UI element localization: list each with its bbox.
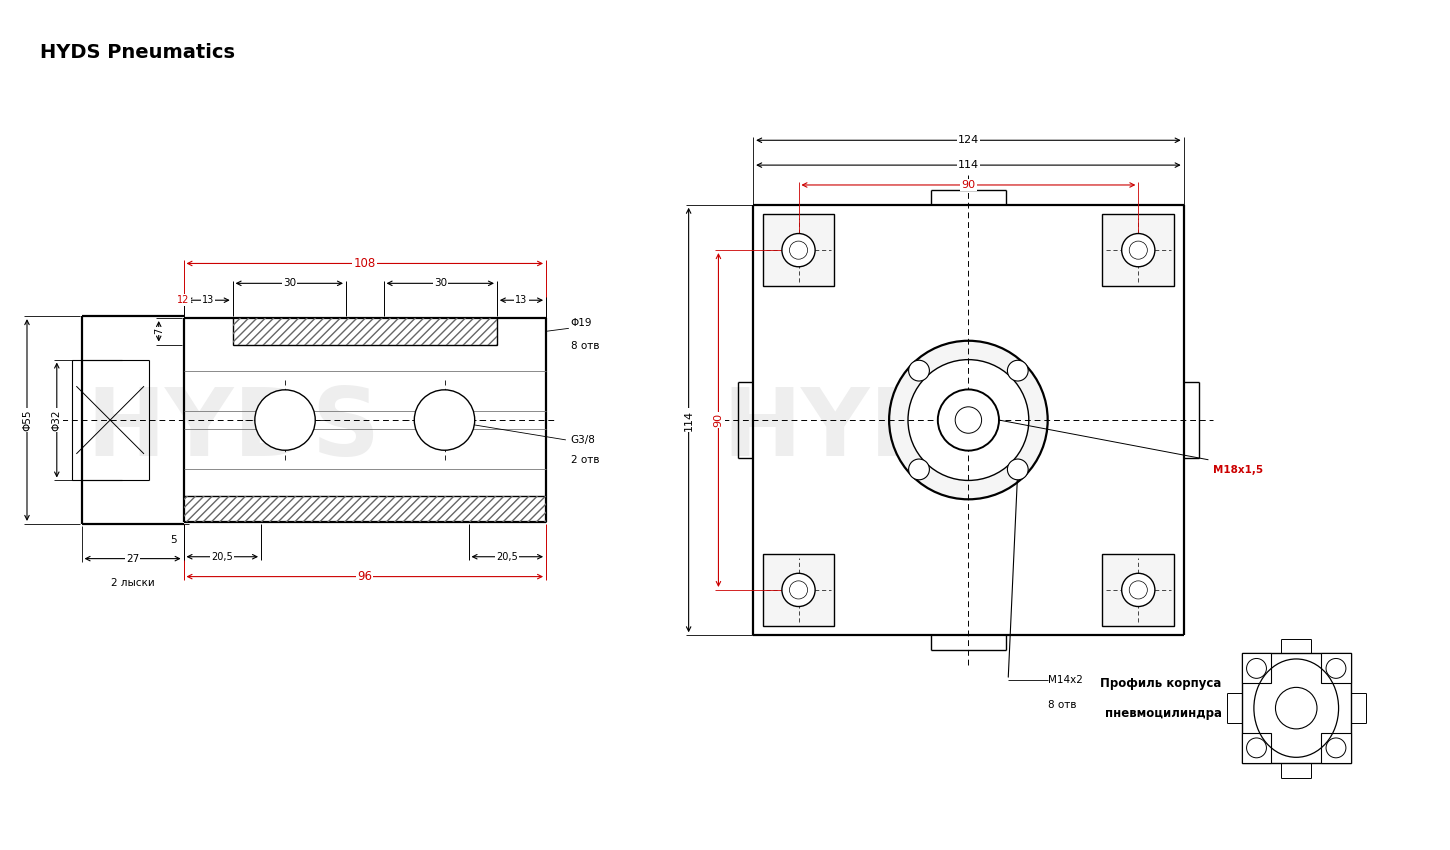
Bar	[184, 496, 547, 522]
Circle shape	[255, 390, 315, 451]
Bar	[1102, 214, 1174, 286]
Bar	[1241, 654, 1351, 762]
Bar	[184, 496, 547, 522]
Circle shape	[782, 234, 815, 267]
Text: Профиль корпуса: Профиль корпуса	[1101, 677, 1222, 690]
Text: 12: 12	[177, 295, 190, 305]
Text: 90: 90	[713, 413, 724, 427]
Circle shape	[908, 360, 1030, 480]
Text: 20,5: 20,5	[496, 552, 518, 562]
Text: 8 отв: 8 отв	[1048, 700, 1076, 710]
Bar	[1241, 654, 1272, 683]
Text: 114: 114	[683, 410, 693, 431]
Bar	[763, 554, 834, 626]
Circle shape	[889, 341, 1048, 499]
Text: 124: 124	[958, 135, 979, 145]
Text: G3/8: G3/8	[571, 435, 596, 445]
Bar	[1321, 654, 1351, 683]
Bar	[232, 318, 497, 344]
Text: 30: 30	[434, 278, 447, 288]
Text: 2 отв: 2 отв	[571, 455, 599, 465]
Text: M18x1,5: M18x1,5	[1214, 465, 1263, 474]
Text: 7: 7	[154, 328, 164, 334]
Text: 13: 13	[202, 295, 215, 305]
Circle shape	[1122, 573, 1154, 607]
Bar	[1321, 733, 1351, 762]
Bar	[1102, 554, 1174, 626]
Text: 96: 96	[357, 570, 373, 583]
Text: 5: 5	[170, 535, 177, 545]
Text: 2 лыски: 2 лыски	[110, 579, 155, 588]
Text: HYDS: HYDS	[722, 384, 1016, 476]
Text: 108: 108	[354, 257, 376, 270]
Bar	[763, 214, 834, 286]
Text: HYDS Pneumatics: HYDS Pneumatics	[39, 42, 235, 61]
Text: HYDS: HYDS	[86, 384, 380, 476]
Text: Φ19: Φ19	[571, 319, 592, 328]
Circle shape	[909, 459, 929, 479]
Text: Φ55: Φ55	[22, 410, 32, 431]
Text: 13: 13	[515, 295, 528, 305]
Bar	[1241, 733, 1272, 762]
Circle shape	[782, 573, 815, 607]
Bar	[232, 318, 497, 344]
Text: 8 отв: 8 отв	[571, 341, 599, 351]
Text: пневмоцилиндра: пневмоцилиндра	[1105, 706, 1222, 720]
Text: M14x2: M14x2	[1048, 675, 1083, 685]
Circle shape	[415, 390, 474, 451]
Text: 30: 30	[283, 278, 296, 288]
Text: 27: 27	[126, 553, 139, 564]
Circle shape	[1122, 234, 1154, 267]
Circle shape	[1008, 360, 1028, 381]
Circle shape	[1008, 459, 1028, 479]
Text: 90: 90	[961, 180, 976, 190]
Circle shape	[909, 360, 929, 381]
Text: 20,5: 20,5	[212, 552, 233, 562]
Text: 114: 114	[958, 160, 979, 170]
Text: Φ32: Φ32	[52, 410, 62, 431]
Circle shape	[938, 389, 999, 450]
